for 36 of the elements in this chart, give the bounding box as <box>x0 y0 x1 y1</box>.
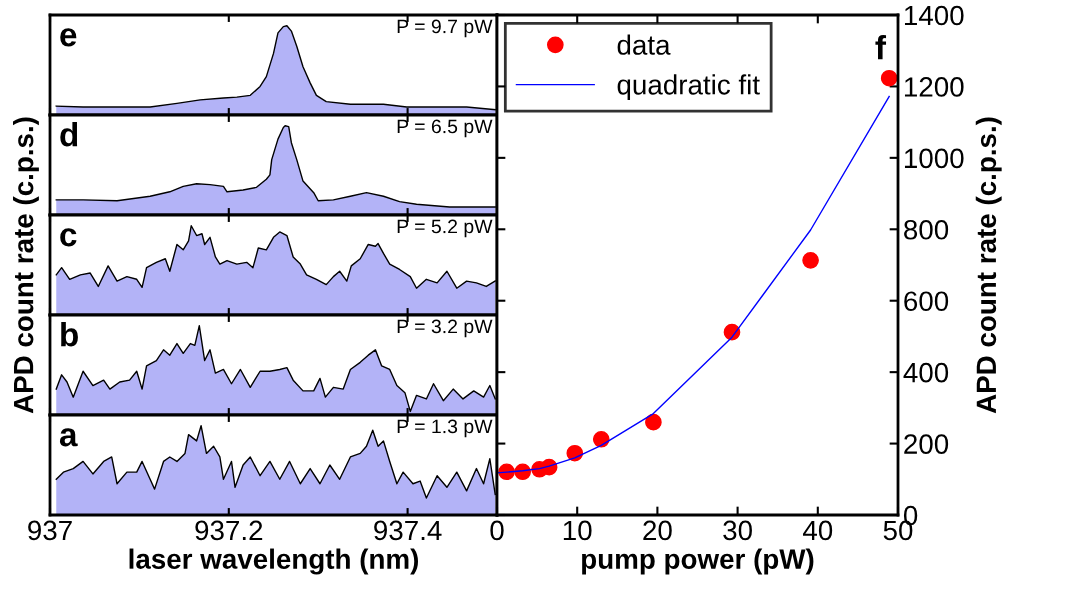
x-tick-label: 20 <box>643 520 672 541</box>
annotation: P = 3.2 pW <box>397 319 493 338</box>
x-tick-label: 937 <box>28 520 72 541</box>
annotation: e <box>60 28 77 47</box>
point <box>802 252 819 269</box>
y-tick-label: 1400 <box>904 5 964 26</box>
x-tick-label: 30 <box>723 520 752 541</box>
legend-label: data <box>617 34 671 55</box>
y-tick-label: 1200 <box>904 77 964 97</box>
annotation: P = 6.5 pW <box>397 119 493 138</box>
annotation: f <box>875 35 887 60</box>
point <box>645 413 662 431</box>
x-tick-label: 40 <box>802 520 833 541</box>
y-tick-label: 200 <box>904 434 949 454</box>
y-tick-label: 600 <box>904 291 949 312</box>
annotation: b <box>61 322 78 347</box>
annotation: P = 1.3 pW <box>397 419 493 438</box>
annotation: P = 9.7 pW <box>397 19 493 38</box>
x-axis-title: pump power (pW) <box>582 548 814 575</box>
x-tick-label: 937.4 <box>374 520 442 541</box>
annotation: a <box>59 428 78 447</box>
annotation: c <box>60 228 77 247</box>
point <box>880 69 898 87</box>
x-axis-title: laser wavelength (nm) <box>129 548 418 575</box>
y-tick-label: 400 <box>903 362 949 383</box>
y-axis-title: APD count rate (c.p.s.) <box>975 117 1002 414</box>
x-tick-label: 937.2 <box>195 520 263 541</box>
annotation: d <box>60 122 78 147</box>
y-tick-label: 1000 <box>904 148 964 169</box>
legend-label: quadratic fit <box>617 74 760 101</box>
x-tick-label: 10 <box>563 520 592 541</box>
x-tick-label: 0 <box>490 520 504 541</box>
y-tick-label: 800 <box>904 219 949 240</box>
annotation: P = 5.2 pW <box>397 219 493 238</box>
point <box>592 430 610 448</box>
y-axis-title: APD count rate (c.p.s.) <box>12 117 39 414</box>
